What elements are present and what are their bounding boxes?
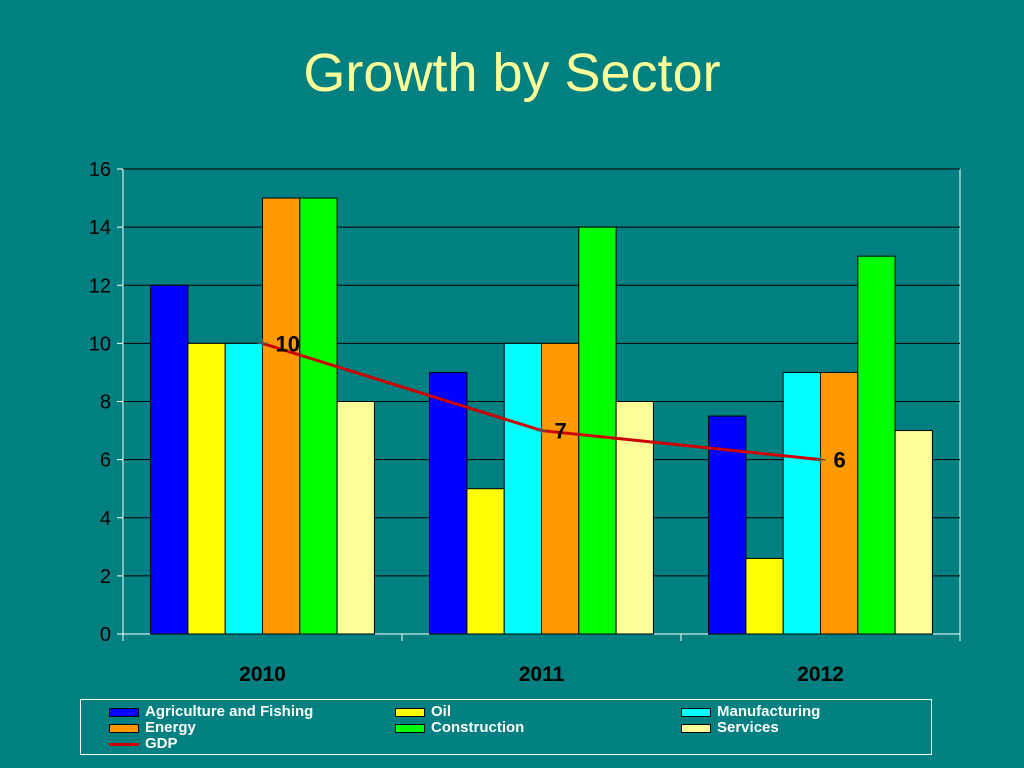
y-tick-label-2: 4 xyxy=(100,508,111,530)
bar-oil-2010 xyxy=(187,342,226,635)
bar-agriculture-and-fishing-2011 xyxy=(429,371,468,635)
y-tick-label-8: 16 xyxy=(89,159,111,181)
y-tick-label-0: 0 xyxy=(100,624,111,646)
gdp-data-label-0: 10 xyxy=(276,331,300,356)
y-tick-label-3: 6 xyxy=(100,450,111,472)
bar-manufacturing-2011 xyxy=(503,342,543,635)
bar-manufacturing-2012 xyxy=(782,371,822,635)
bar-construction-2010 xyxy=(299,197,338,635)
gdp-data-label-1: 7 xyxy=(555,419,567,444)
bar-energy-2010 xyxy=(262,197,301,635)
bar-oil-2012 xyxy=(745,557,784,635)
legend-swatch-manufacturing xyxy=(681,708,711,717)
gdp-data-label-2: 6 xyxy=(834,448,846,473)
y-tick-label-1: 2 xyxy=(100,566,111,588)
legend-label-services: Services xyxy=(717,719,779,736)
bar-services-2010 xyxy=(336,401,375,635)
bar-construction-2011 xyxy=(578,226,617,635)
bar-energy-2012 xyxy=(820,371,859,635)
bar-chart: 0 2 4 6 8 10 12 14 16 2010 2011 2012 10 7 6 xyxy=(89,159,961,686)
legend-label-gdp: GDP xyxy=(145,735,178,752)
bar-services-2011 xyxy=(615,401,654,635)
legend-swatch-construction xyxy=(395,724,425,733)
chart-legend: Agriculture and Fishing Oil Manufacturin… xyxy=(80,699,932,755)
slide-title: Growth by Sector xyxy=(303,43,721,103)
bar-manufacturing-2010 xyxy=(224,342,263,635)
legend-swatch-services xyxy=(681,724,711,733)
legend-swatch-agriculture xyxy=(109,708,139,717)
x-tick-label-2012: 2012 xyxy=(797,663,844,686)
x-tick-label-2011: 2011 xyxy=(519,663,565,686)
legend-label-agriculture: Agriculture and Fishing xyxy=(145,703,314,720)
bar-oil-2011 xyxy=(466,488,505,635)
bar-construction-2012 xyxy=(857,255,896,635)
y-tick-label-7: 14 xyxy=(89,217,111,239)
bar-agriculture-and-fishing-2010 xyxy=(150,284,189,635)
y-tick-label-4: 8 xyxy=(100,392,111,414)
y-tick-label-5: 10 xyxy=(89,333,111,355)
y-tick-label-6: 12 xyxy=(89,275,111,297)
legend-label-energy: Energy xyxy=(145,719,196,736)
legend-label-manufacturing: Manufacturing xyxy=(717,703,821,720)
legend-label-construction: Construction xyxy=(431,719,525,736)
legend-swatch-oil xyxy=(395,708,425,717)
legend-label-oil: Oil xyxy=(431,703,452,720)
legend-line-gdp xyxy=(109,743,139,746)
bar-energy-2011 xyxy=(541,342,580,635)
x-tick-label-2010: 2010 xyxy=(239,663,286,686)
legend-swatch-energy xyxy=(109,724,139,733)
bar-services-2012 xyxy=(894,430,933,635)
